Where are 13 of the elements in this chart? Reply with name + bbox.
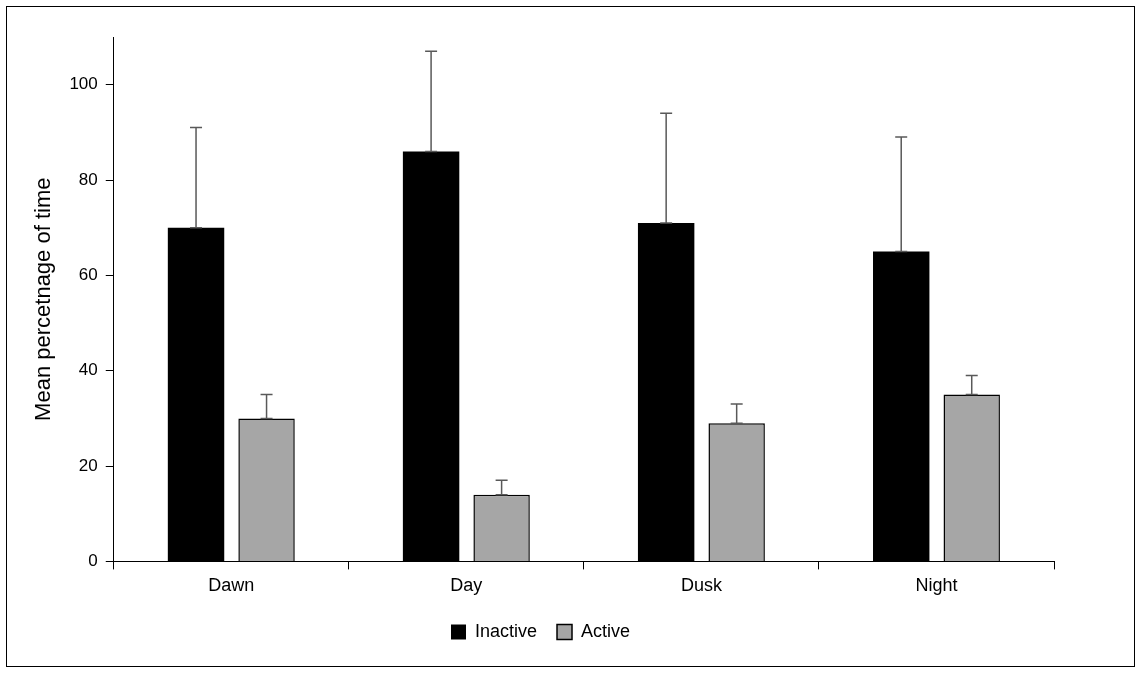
x-tick-label: Dawn [208, 575, 255, 596]
y-tick-label: 60 [78, 265, 98, 285]
y-tick-label: 0 [88, 551, 98, 571]
y-tick-label: 100 [69, 74, 98, 94]
y-tick-label: 80 [78, 169, 98, 189]
legend-label: Inactive [474, 620, 538, 641]
x-tick-label: Day [450, 575, 483, 596]
x-tick-label: Dusk [680, 575, 723, 596]
x-tick-label: Night [915, 575, 958, 596]
legend-label: Active [581, 620, 631, 641]
y-tick-label: 40 [78, 360, 98, 380]
y-tick-label: 20 [78, 455, 98, 475]
y-axis-title: Mean percetnage of time [30, 177, 56, 421]
